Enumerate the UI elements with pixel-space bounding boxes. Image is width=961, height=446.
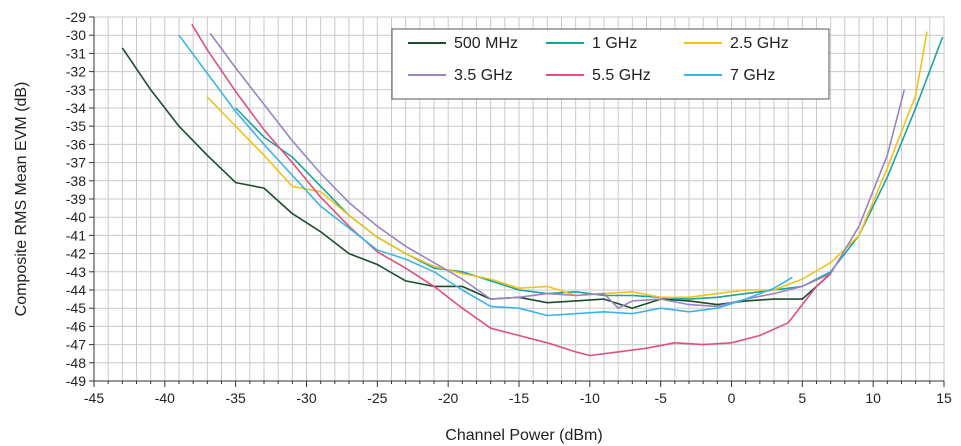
y-tick-label: -45: [66, 300, 86, 316]
y-tick-label: -35: [66, 118, 86, 134]
y-tick-label: -49: [66, 373, 86, 389]
y-tick-label: -48: [66, 355, 86, 371]
axes: [89, 16, 945, 387]
legend-label: 1 GHz: [592, 35, 637, 52]
x-tick-labels: -45 -40 -35 -30 -25 -20 -15 -10 -5 0 5 10 15: [84, 390, 952, 406]
y-tick-labels: -49 -48 -47 -46 -45 -44 -43 -42 -41 -40 -39 -38 -37 -…: [66, 9, 86, 389]
x-tick-label: 5: [798, 390, 806, 406]
x-tick-label: -15: [509, 390, 529, 406]
y-tick-label: -38: [66, 173, 86, 189]
legend-label: 2.5 GHz: [730, 35, 789, 52]
series-line-3-5-ghz: [209, 32, 906, 310]
legend-label: 500 MHz: [454, 35, 518, 52]
y-tick-label: -41: [66, 227, 86, 243]
x-tick-label: 15: [936, 390, 952, 406]
x-tick-label: -45: [84, 390, 104, 406]
x-tick-label: -5: [654, 390, 667, 406]
x-tick-label: -25: [367, 390, 387, 406]
y-tick-label: -47: [66, 337, 86, 353]
x-tick-label: -30: [296, 390, 316, 406]
x-tick-label: 0: [728, 390, 736, 406]
series-line-500-mhz: [121, 47, 832, 310]
y-tick-label: -36: [66, 136, 86, 152]
legend-box: [391, 28, 830, 100]
series-lines: [121, 23, 944, 357]
y-tick-label: -31: [66, 45, 86, 61]
y-tick-label: -39: [66, 191, 86, 207]
legend: 500 MHz 1 GHz 2.5 GHz 3.5 GHz 5.5 GHz 7 GHz: [391, 28, 830, 100]
legend-label: 3.5 GHz: [454, 67, 513, 84]
y-tick-label: -33: [66, 82, 86, 98]
y-tick-label: -34: [66, 100, 86, 116]
x-tick-label: -20: [438, 390, 458, 406]
x-tick-label: -35: [226, 390, 246, 406]
grid: [93, 16, 945, 382]
y-tick-label: -30: [66, 27, 86, 43]
y-tick-label: -32: [66, 64, 86, 80]
y-tick-label: -40: [66, 209, 86, 225]
series-line-5-5-ghz: [191, 23, 832, 357]
y-tick-label: -42: [66, 246, 86, 262]
x-axis-title: Channel Power (dBm): [445, 427, 602, 444]
y-axis-title: Composite RMS Mean EVM (dB): [13, 82, 30, 317]
x-tick-label: 10: [865, 390, 881, 406]
y-tick-label: -43: [66, 264, 86, 280]
legend-label: 7 GHz: [730, 67, 775, 84]
y-tick-label: -37: [66, 155, 86, 171]
x-tick-label: -40: [155, 390, 175, 406]
y-tick-label: -44: [66, 282, 86, 298]
y-tick-label: -29: [66, 9, 86, 25]
y-tick-label: -46: [66, 318, 86, 334]
x-tick-label: -10: [580, 390, 600, 406]
legend-label: 5.5 GHz: [592, 67, 651, 84]
series-line-7-ghz: [178, 34, 793, 317]
